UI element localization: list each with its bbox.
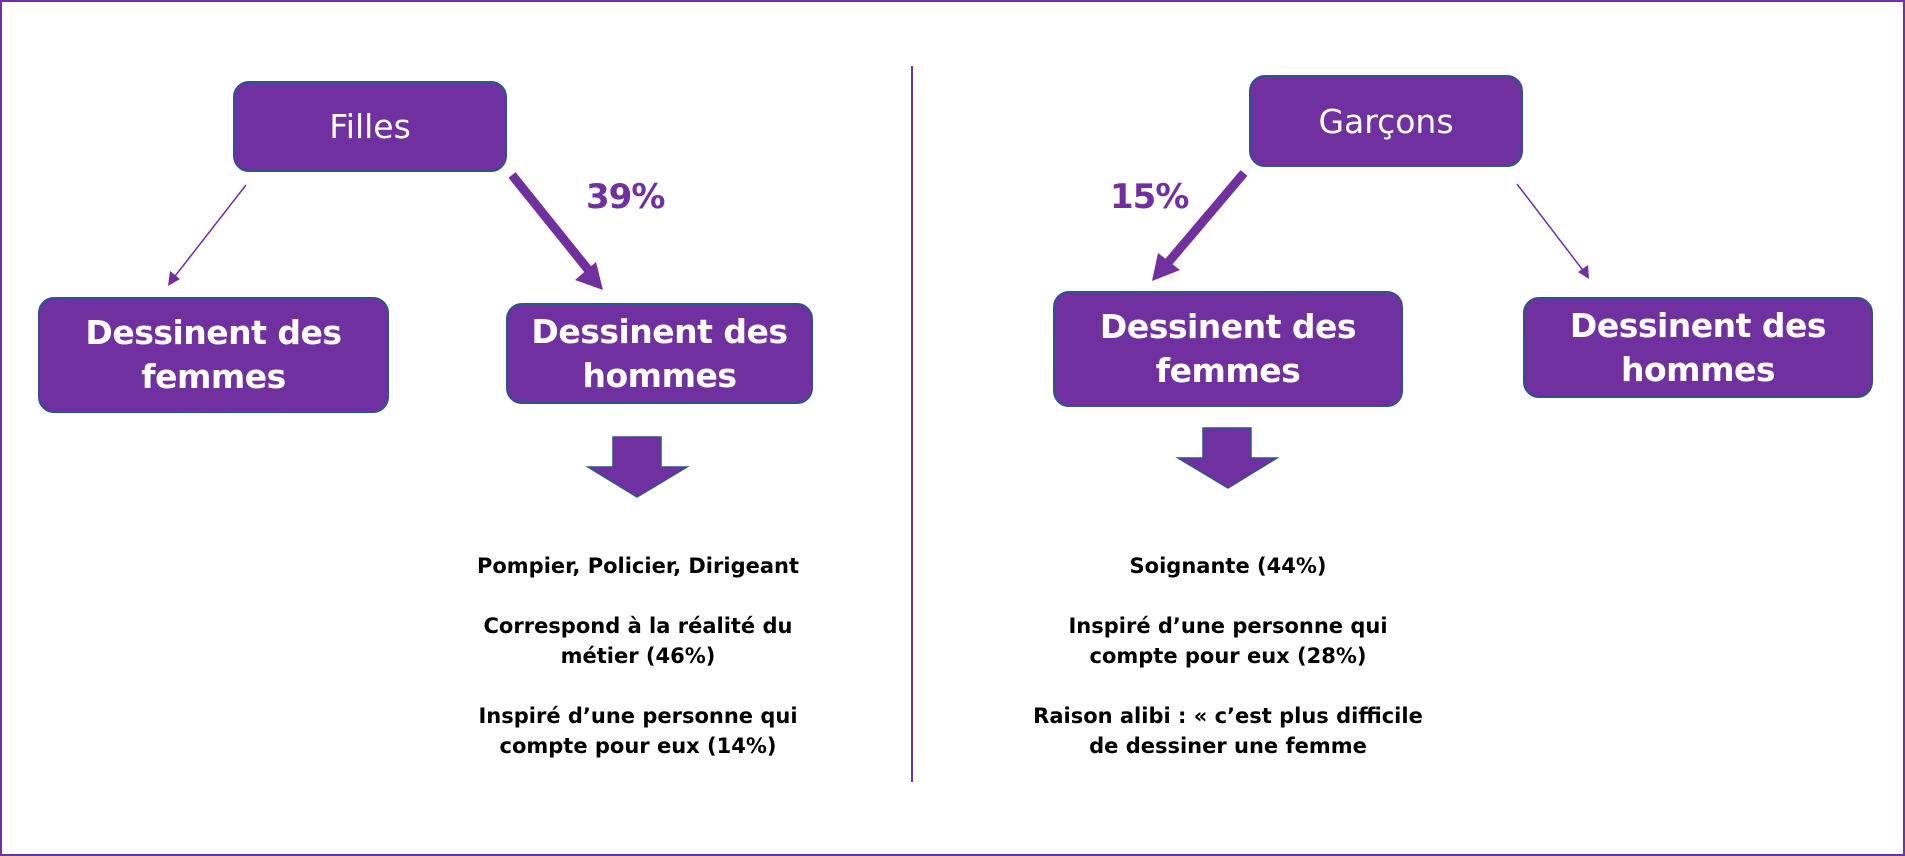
note-inspired-line2: compte pour eux (14%) xyxy=(499,734,777,758)
leaf-label-line1: Dessinent des xyxy=(85,313,342,352)
leaf-label-line1: Dessinent des xyxy=(1099,307,1357,346)
node-garcons-label: Garçons xyxy=(1318,101,1454,141)
leaf-label-line2: hommes xyxy=(1621,349,1775,389)
note-alibi-line1: Raison alibi : « c’est plus difficile xyxy=(1033,704,1423,728)
leaf-label-line1: Dessinent des xyxy=(531,311,788,351)
node-filles-label: Filles xyxy=(329,107,411,146)
leaf-label-line2: femmes xyxy=(1155,351,1301,390)
thick-arrow-icon xyxy=(1152,170,1248,281)
note-alibi: Raison alibi : « c’est plus difficile de… xyxy=(1030,701,1426,761)
node-garcons: Garçons xyxy=(1249,75,1523,167)
notes-filles: Pompier, Policier, Dirigeant Correspond … xyxy=(460,551,816,761)
notes-garcons: Soignante (44%) Inspiré d’une personne q… xyxy=(1030,551,1426,761)
node-garcons-dessinent-femmes: Dessinent des femmes xyxy=(1053,291,1403,407)
leaf-label-line1: Dessinent des xyxy=(1569,305,1827,345)
note-reality-line2: métier (46%) xyxy=(560,644,716,668)
note-reality: Correspond à la réalité du métier (46%) xyxy=(460,611,816,671)
leaf-label-line2: hommes xyxy=(582,355,737,395)
thick-arrow-icon xyxy=(508,172,603,290)
node-garcons-dessinent-hommes: Dessinent des hommes xyxy=(1523,297,1873,398)
note-professions: Pompier, Policier, Dirigeant xyxy=(476,554,799,578)
thin-arrow-icon xyxy=(168,184,247,286)
node-filles-dessinent-hommes: Dessinent des hommes xyxy=(506,303,813,404)
block-down-arrow-icon xyxy=(1175,427,1280,489)
note-inspired-line1: Inspiré d’une personne qui xyxy=(478,704,798,728)
pct-garcons-femmes: 15% xyxy=(1110,177,1189,217)
block-down-arrow-icon xyxy=(585,436,690,498)
leaf-label-line2: femmes xyxy=(141,357,286,396)
note-inspired: Inspiré d’une personne qui compte pour e… xyxy=(1030,611,1426,671)
note-inspired-line1: Inspiré d’une personne qui xyxy=(1068,614,1388,638)
node-filles: Filles xyxy=(233,81,507,172)
note-profession: Soignante (44%) xyxy=(1129,554,1327,578)
note-inspired-line2: compte pour eux (28%) xyxy=(1089,644,1367,668)
thin-arrow-icon xyxy=(1516,183,1589,279)
pct-filles-hommes: 39% xyxy=(586,177,665,217)
center-divider xyxy=(911,66,913,782)
node-filles-dessinent-femmes: Dessinent des femmes xyxy=(38,297,389,413)
note-inspired: Inspiré d’une personne qui compte pour e… xyxy=(460,701,816,761)
note-reality-line1: Correspond à la réalité du xyxy=(483,614,793,638)
note-alibi-line2: de dessiner une femme xyxy=(1089,734,1367,758)
